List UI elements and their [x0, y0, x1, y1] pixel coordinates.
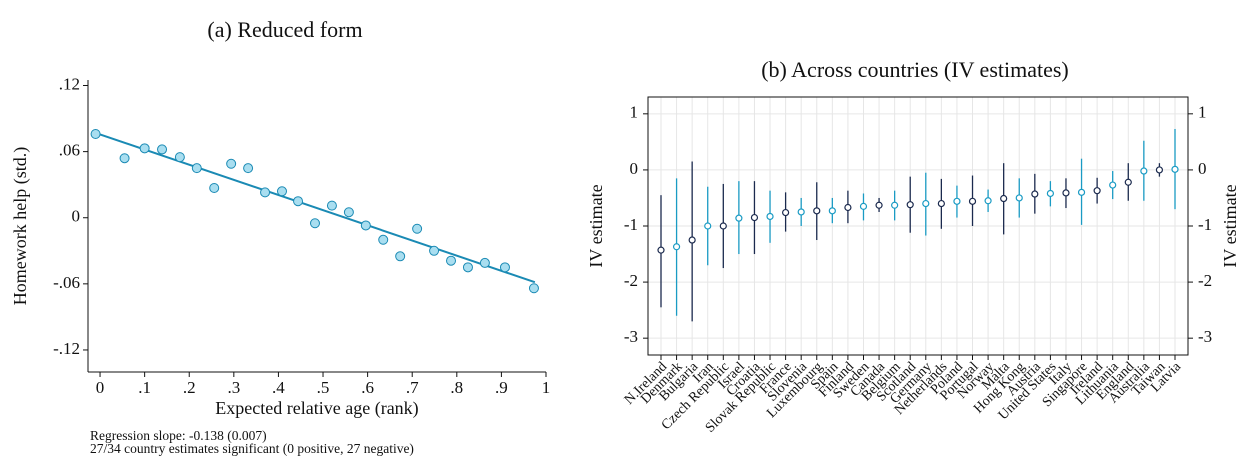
estimate-point	[953, 197, 961, 205]
estimate-point	[1000, 194, 1008, 203]
scatter-point	[528, 283, 539, 294]
y-axis-label: Homework help (std.)	[10, 147, 31, 305]
estimate-point	[1109, 181, 1117, 189]
estimate-point	[1015, 194, 1023, 202]
y2-tick-label: -2	[1198, 271, 1212, 290]
x-tick-label: .9	[495, 378, 508, 397]
estimate-point	[1077, 188, 1086, 196]
estimate-point	[922, 199, 930, 208]
scatter-point	[499, 262, 510, 273]
panel-title: (b) Across countries (IV estimates)	[761, 57, 1069, 82]
note: 27/34 country estimates significant (0 p…	[90, 441, 414, 456]
scatter-point	[446, 255, 457, 266]
fit-line	[95, 131, 536, 284]
estimate-point	[859, 202, 868, 210]
estimate-point	[1155, 166, 1164, 174]
estimate-point	[828, 207, 836, 215]
scatter-point	[191, 163, 202, 174]
x-tick-label: 1	[542, 378, 551, 397]
estimate-point	[719, 222, 727, 230]
x-tick-label: .6	[361, 378, 374, 397]
estimate-point	[1140, 167, 1148, 175]
x-tick-label: .4	[272, 378, 285, 397]
y-tick-label: -1	[624, 215, 638, 234]
estimate-point	[766, 212, 774, 221]
y-tick-label: -3	[624, 327, 638, 346]
y-tick-label: -2	[624, 271, 638, 290]
scatter-point	[90, 128, 101, 139]
y2-tick-label: 1	[1198, 103, 1207, 122]
scatter-point	[119, 153, 130, 164]
y-tick-label: 0	[630, 159, 639, 178]
x-tick-label: .1	[138, 378, 151, 397]
x-tick-label: .3	[227, 378, 240, 397]
scatter-point	[174, 152, 185, 163]
scatter-point	[378, 234, 389, 245]
estimate-point	[782, 208, 790, 217]
y2-tick-label: 0	[1198, 159, 1207, 178]
x-tick-label: .5	[317, 378, 330, 397]
scatter-point	[429, 245, 440, 256]
scatter-point	[309, 218, 320, 229]
scatter-point	[260, 187, 271, 198]
scatter-point	[139, 143, 150, 154]
scatter-point	[326, 200, 337, 211]
estimate-point	[688, 236, 696, 244]
scatter-point	[479, 257, 490, 268]
panel-title: (a) Reduced form	[207, 17, 362, 42]
scatter-point	[243, 163, 254, 174]
estimate-point	[813, 207, 821, 215]
scatter-point	[343, 207, 354, 218]
estimate-point	[735, 214, 743, 222]
scatter-point	[412, 223, 423, 234]
note: Regression slope: -0.138 (0.007)	[90, 428, 267, 443]
y-tick-label: -.06	[53, 273, 80, 292]
estimate-point	[968, 197, 977, 205]
estimate-point	[672, 243, 681, 251]
scatter-point	[360, 220, 371, 231]
y-tick-label: 1	[630, 103, 639, 122]
estimate-point	[937, 199, 945, 208]
estimate-point	[797, 208, 805, 216]
estimate-point	[1046, 189, 1054, 198]
estimate-point	[1124, 178, 1132, 186]
estimate-point	[1093, 187, 1101, 195]
y-tick-label: .06	[59, 141, 80, 160]
scatter-point	[276, 186, 287, 197]
y-tick-label: .12	[59, 74, 80, 93]
scatter-point	[226, 158, 237, 169]
x-tick-label: .2	[183, 378, 196, 397]
estimate-point	[1031, 190, 1039, 198]
estimate-point	[906, 201, 914, 209]
y2-tick-label: -1	[1198, 215, 1212, 234]
scatter-point	[395, 251, 406, 262]
scatter-point	[462, 262, 473, 273]
x-axis-label: Expected relative age (rank)	[215, 398, 418, 419]
estimate-point	[657, 246, 665, 254]
estimate-point	[875, 201, 883, 209]
y-tick-label: 0	[72, 207, 81, 226]
x-tick-label: 0	[96, 378, 105, 397]
estimate-point	[1062, 189, 1070, 197]
y-axis-label: IV estimate	[586, 184, 606, 267]
y2-tick-label: -3	[1198, 327, 1212, 346]
scatter-point	[157, 144, 168, 155]
estimate-point	[704, 222, 712, 230]
estimate-point	[891, 201, 899, 209]
x-tick-label: .8	[450, 378, 463, 397]
y2-axis-label: IV estimate	[1220, 184, 1240, 267]
estimate-point	[984, 197, 992, 205]
estimate-point	[1171, 165, 1179, 173]
y-tick-label: -.12	[53, 339, 80, 358]
scatter-point	[209, 182, 220, 193]
estimate-point	[750, 213, 759, 222]
estimate-point	[844, 203, 852, 212]
x-tick-label: .7	[406, 378, 419, 397]
scatter-point	[293, 196, 304, 207]
